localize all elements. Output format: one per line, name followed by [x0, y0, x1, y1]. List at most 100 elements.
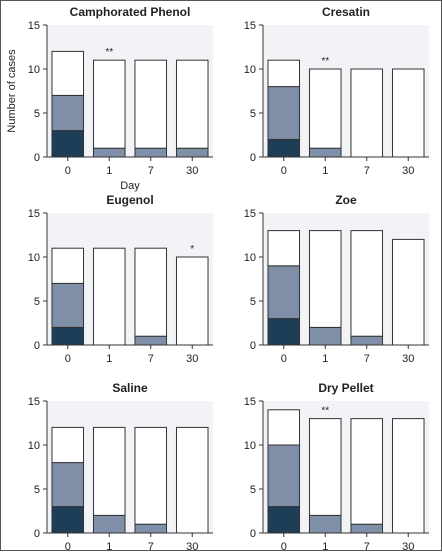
y-tick-label: 15 — [28, 20, 40, 32]
bar-segment-empty — [51, 426, 85, 464]
bar-segment-mid — [175, 147, 209, 158]
x-tick-label: 1 — [106, 353, 112, 365]
x-tick-label: 1 — [106, 165, 112, 177]
bar-segment-empty — [51, 247, 85, 284]
x-tick-label: 30 — [186, 165, 198, 177]
bar-segment-mid — [308, 326, 342, 346]
y-tick-label: 0 — [250, 528, 256, 540]
bar-segment-mid — [267, 265, 301, 320]
bar-segment-empty — [391, 418, 425, 534]
bar-segment-mid — [308, 514, 342, 534]
bar-segment-mid — [51, 94, 85, 132]
bar-segment-empty — [267, 59, 301, 88]
bar-segment-empty — [92, 59, 126, 149]
bar-segment-dark — [51, 326, 85, 346]
x-tick-label: 7 — [364, 541, 370, 552]
y-tick-label: 0 — [250, 340, 256, 352]
bar-segment-empty — [175, 256, 209, 346]
x-tick-label: 7 — [148, 541, 154, 552]
chart-panel: Saline 0 5 10 15 0 1 7 30 — [28, 381, 213, 552]
y-tick-label: 5 — [34, 296, 40, 308]
bar-segment-dark — [51, 506, 85, 534]
bar-segment-mid — [308, 147, 342, 158]
bar-segment-mid — [267, 86, 301, 140]
x-tick-label: 7 — [364, 165, 370, 177]
y-tick-label: 10 — [244, 440, 256, 452]
significance-marker: * — [190, 244, 194, 255]
bar-segment-empty — [267, 230, 301, 267]
y-tick-label: 10 — [244, 252, 256, 264]
x-tick-label: 30 — [402, 353, 414, 365]
chart-title: Camphorated Phenol — [70, 5, 191, 19]
bar-segment-empty — [350, 68, 384, 158]
y-tick-label: 15 — [244, 396, 256, 408]
bar-segment-empty — [134, 59, 168, 149]
y-tick-label: 15 — [244, 208, 256, 220]
bar-segment-dark — [267, 318, 301, 346]
y-tick-label: 5 — [250, 108, 256, 120]
bar-segment-dark — [51, 130, 85, 158]
bar-segment-empty — [175, 59, 209, 149]
x-tick-label: 30 — [186, 353, 198, 365]
bar-segment-empty — [308, 230, 342, 328]
chart-panel: Camphorated Phenol 0 5 10 15 0 1 ** 7 30 Day Number… — [6, 5, 213, 192]
bar-segment-empty — [350, 418, 384, 525]
y-tick-label: 10 — [244, 64, 256, 76]
chart-panel: Eugenol 0 5 10 15 0 1 7 30 * — [28, 193, 213, 365]
x-tick-label: 30 — [402, 541, 414, 552]
bar-segment-mid — [51, 282, 85, 328]
x-tick-label: 1 — [322, 165, 328, 177]
significance-marker: ** — [321, 406, 329, 417]
bar-segment-empty — [134, 426, 168, 525]
x-tick-label: 1 — [322, 541, 328, 552]
bar-segment-mid — [92, 514, 126, 534]
y-tick-label: 15 — [28, 396, 40, 408]
y-tick-label: 0 — [250, 152, 256, 164]
chart-title: Eugenol — [106, 193, 153, 207]
bar-segment-mid — [350, 523, 384, 534]
x-tick-label: 1 — [322, 353, 328, 365]
x-tick-label: 0 — [281, 353, 287, 365]
bar-segment-mid — [134, 523, 168, 534]
x-tick-label: 1 — [106, 541, 112, 552]
bar-segment-empty — [308, 418, 342, 516]
chart-panel: Cresatin 0 5 10 15 0 1 ** 7 30 — [244, 5, 429, 177]
significance-marker: ** — [321, 56, 329, 67]
bar-segment-mid — [134, 335, 168, 346]
y-tick-label: 5 — [250, 484, 256, 496]
bar-segment-dark — [267, 138, 301, 158]
bar-segment-mid — [92, 147, 126, 158]
x-tick-label: 7 — [148, 353, 154, 365]
chart-title: Saline — [112, 381, 148, 395]
y-tick-label: 0 — [34, 152, 40, 164]
y-tick-label: 15 — [28, 208, 40, 220]
x-axis-label: Day — [120, 180, 140, 192]
bar-segment-empty — [134, 247, 168, 337]
y-tick-label: 5 — [34, 484, 40, 496]
bar-segment-mid — [350, 335, 384, 346]
x-tick-label: 30 — [402, 165, 414, 177]
chart-title: Dry Pellet — [318, 381, 373, 395]
x-tick-label: 0 — [65, 353, 71, 365]
chart-panel: Dry Pellet 0 5 10 15 0 1 ** 7 30 — [244, 381, 429, 552]
chart-panel: Zoe 0 5 10 15 0 1 7 30 — [244, 193, 429, 365]
x-tick-label: 7 — [148, 165, 154, 177]
x-tick-label: 0 — [65, 165, 71, 177]
x-tick-label: 0 — [281, 541, 287, 552]
bar-segment-empty — [267, 409, 301, 446]
y-tick-label: 15 — [244, 20, 256, 32]
bar-segment-empty — [308, 68, 342, 149]
bar-segment-empty — [391, 68, 425, 158]
y-tick-label: 10 — [28, 64, 40, 76]
bar-segment-empty — [51, 50, 85, 96]
x-tick-label: 0 — [65, 541, 71, 552]
x-tick-label: 30 — [186, 541, 198, 552]
y-tick-label: 5 — [250, 296, 256, 308]
chart-title: Cresatin — [322, 5, 370, 19]
bar-segment-empty — [92, 426, 126, 516]
bar-segment-empty — [175, 426, 209, 534]
bar-segment-empty — [350, 230, 384, 337]
bar-segment-mid — [51, 462, 85, 508]
y-tick-label: 5 — [34, 108, 40, 120]
